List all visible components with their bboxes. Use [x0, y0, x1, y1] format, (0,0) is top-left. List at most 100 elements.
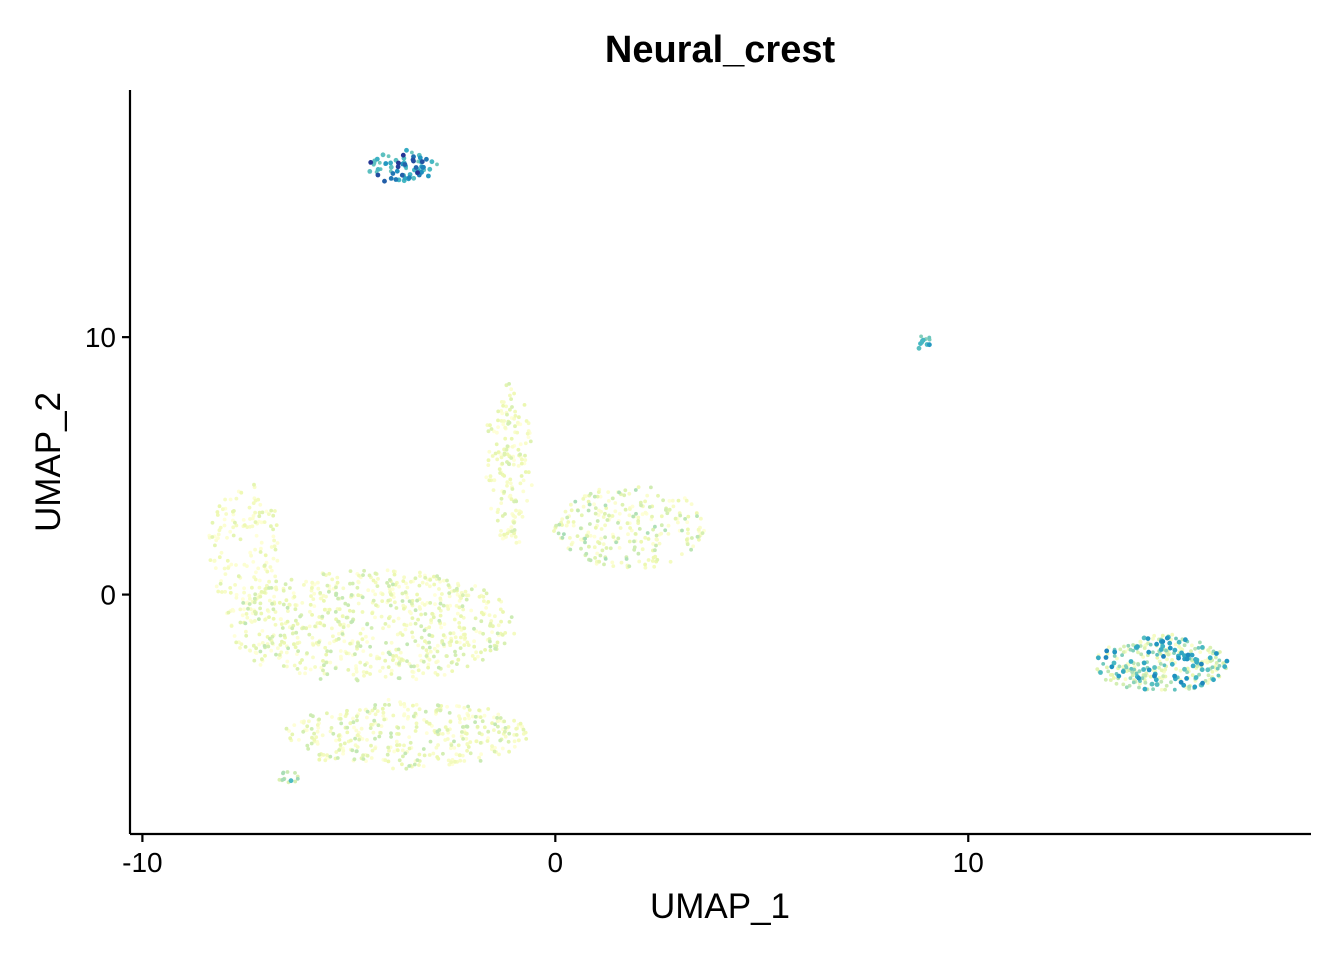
scatter-point: [460, 753, 465, 758]
scatter-point: [360, 637, 365, 642]
scatter-point: [228, 586, 233, 590]
scatter-point: [373, 746, 377, 751]
scatter-point: [1141, 660, 1147, 666]
scatter-point: [320, 614, 325, 619]
scatter-point: [257, 632, 262, 637]
scatter-point: [437, 618, 442, 623]
scatter-point: [321, 572, 326, 577]
scatter-point: [428, 739, 433, 744]
scatter-point: [427, 657, 432, 662]
scatter-point: [508, 493, 513, 498]
scatter-point: [400, 152, 406, 158]
scatter-point: [499, 529, 503, 533]
scatter-point: [325, 583, 330, 588]
scatter-point: [505, 531, 510, 536]
scatter-point: [263, 617, 267, 622]
scatter-point: [508, 477, 513, 482]
scatter-point: [358, 708, 362, 712]
scatter-point: [427, 640, 431, 645]
scatter-point: [250, 585, 254, 590]
scatter-point: [355, 678, 360, 683]
x-axis-label: UMAP_1: [650, 887, 790, 926]
scatter-point: [507, 382, 511, 386]
scatter-point: [392, 749, 397, 754]
scatter-point: [388, 578, 392, 582]
scatter-point: [484, 591, 489, 596]
scatter-point: [400, 599, 405, 603]
scatter-point: [423, 612, 428, 616]
scatter-point: [1205, 660, 1210, 665]
scatter-point: [308, 609, 312, 614]
scatter-point: [482, 725, 487, 730]
scatter-point: [259, 611, 264, 616]
scatter-point: [676, 520, 680, 525]
scatter-point: [491, 624, 495, 629]
scatter-point: [477, 594, 482, 599]
scatter-point: [371, 589, 375, 593]
scatter-point: [686, 531, 690, 536]
scatter-point: [322, 623, 327, 628]
scatter-point: [499, 400, 504, 404]
scatter-point: [267, 579, 271, 584]
scatter-point: [439, 625, 443, 630]
scatter-point: [269, 524, 273, 529]
scatter-point: [391, 582, 395, 587]
scatter-point: [475, 724, 480, 729]
scatter-point: [1120, 653, 1124, 657]
scatter-point: [496, 623, 501, 628]
scatter-point: [1189, 652, 1195, 658]
scatter-point: [507, 731, 512, 736]
scatter-point: [327, 607, 332, 612]
scatter-point: [472, 639, 476, 644]
scatter-point: [457, 625, 462, 630]
scatter-point: [488, 644, 493, 649]
scatter-point: [410, 669, 415, 674]
scatter-point: [435, 708, 440, 712]
scatter-point: [512, 416, 516, 421]
scatter-point: [260, 641, 265, 645]
scatter-point: [383, 758, 388, 763]
scatter-point: [271, 534, 276, 539]
scatter-point: [301, 729, 306, 734]
scatter-point: [226, 566, 231, 570]
scatter-point: [432, 582, 437, 587]
scatter-point: [512, 458, 516, 462]
scatter-point: [453, 653, 458, 657]
scatter-point: [482, 599, 486, 603]
scatter-point: [413, 729, 418, 733]
scatter-point: [388, 176, 394, 181]
scatter-point: [232, 509, 236, 513]
scatter-point: [632, 539, 636, 544]
scatter-point: [478, 741, 483, 745]
scatter-point: [1121, 650, 1126, 654]
scatter-point: [403, 627, 408, 632]
scatter-point: [233, 520, 237, 525]
scatter-point: [1148, 642, 1153, 647]
scatter-point: [264, 586, 269, 591]
scatter-point: [222, 523, 227, 528]
scatter-point: [337, 607, 342, 612]
scatter-point: [631, 514, 636, 519]
scatter-point: [420, 580, 425, 585]
scatter-point: [390, 587, 395, 591]
scatter-point: [415, 758, 420, 762]
scatter-point: [1124, 665, 1129, 670]
scatter-point: [451, 631, 456, 636]
scatter-point: [651, 542, 655, 546]
scatter-point: [405, 642, 410, 647]
scatter-point: [597, 559, 602, 564]
scatter-point: [309, 594, 313, 598]
scatter-point: [496, 425, 500, 429]
scatter-point: [352, 725, 356, 730]
scatter-point: [285, 605, 290, 610]
scatter-point: [222, 566, 227, 571]
scatter-point: [1170, 632, 1175, 637]
scatter-point: [408, 740, 413, 745]
scatter-point: [387, 584, 391, 588]
scatter-point: [474, 629, 479, 633]
scatter-point: [417, 707, 422, 712]
scatter-point: [311, 655, 315, 660]
scatter-point: [251, 501, 256, 505]
scatter-point: [312, 731, 316, 736]
